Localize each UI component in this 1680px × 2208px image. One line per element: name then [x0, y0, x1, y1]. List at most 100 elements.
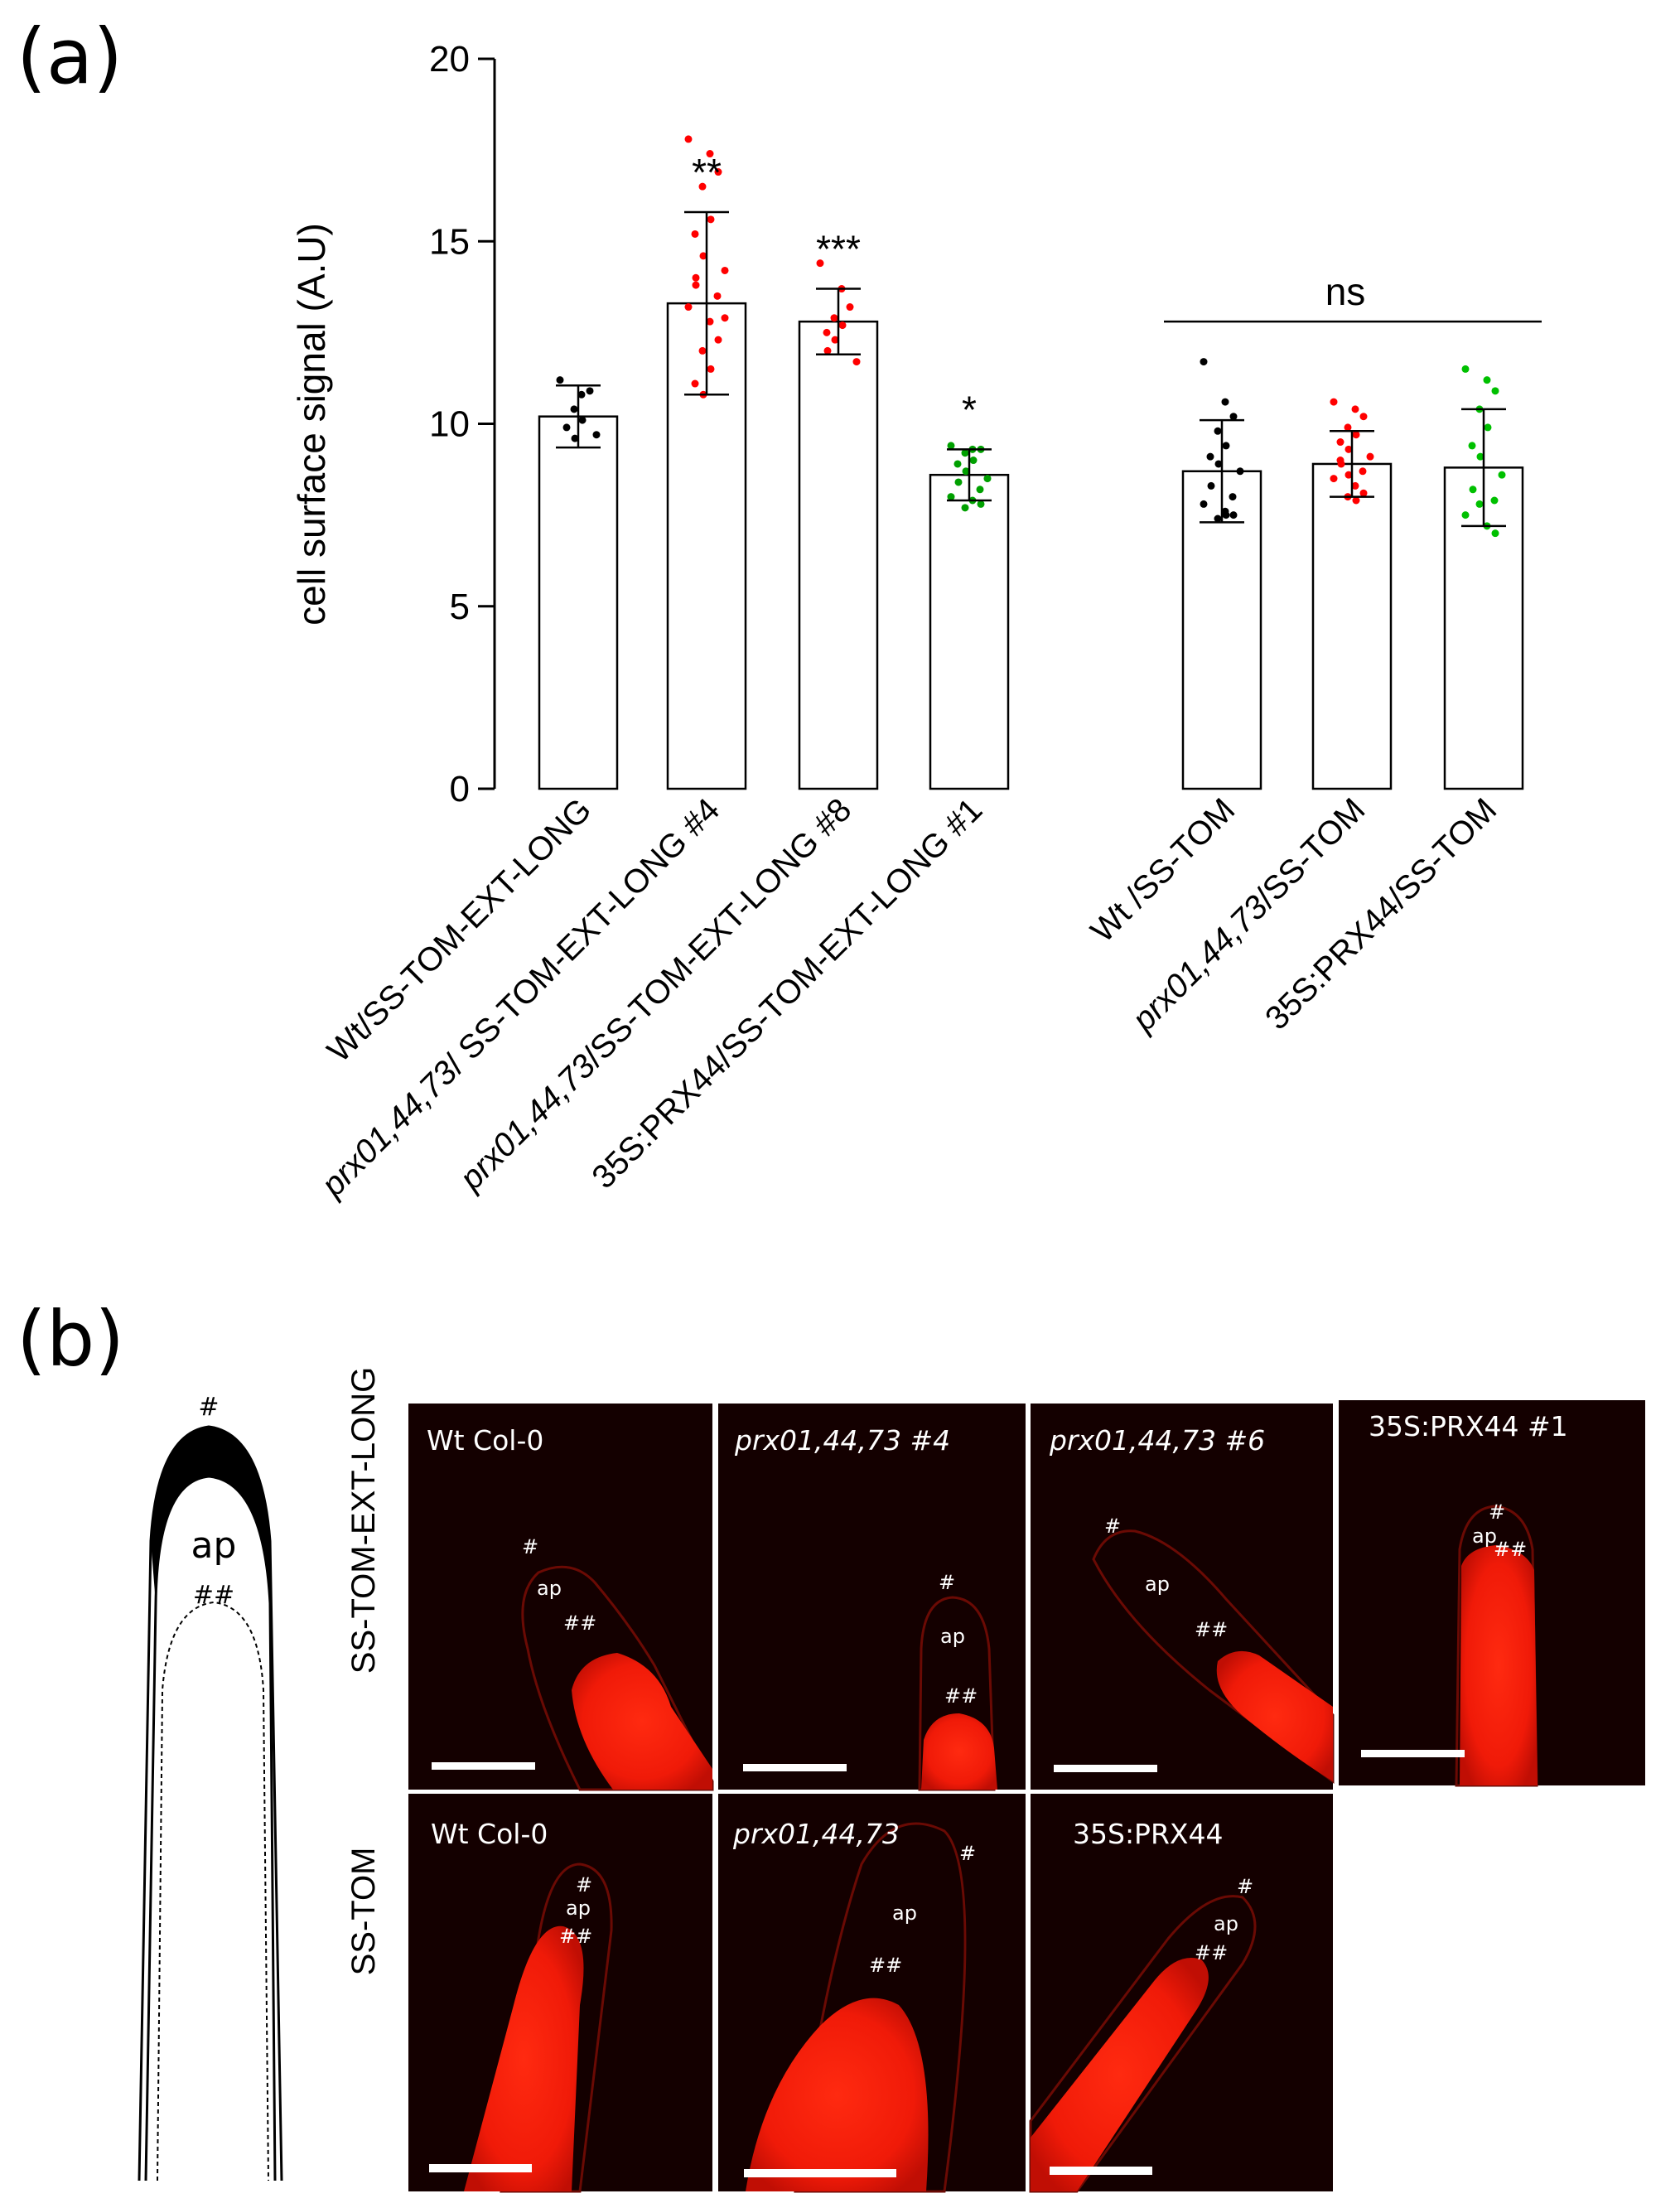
data-point: [570, 405, 578, 413]
data-point: [1359, 467, 1367, 476]
data-point: [698, 182, 707, 191]
micrograph-title: 35S:PRX44: [1073, 1818, 1223, 1850]
row-label-ss-tom-ext-long: SS-TOM-EXT-LONG: [345, 1367, 382, 1674]
data-point: [1200, 500, 1208, 508]
micrograph-title: Wt Col-0: [431, 1818, 548, 1850]
data-point: [1229, 511, 1238, 519]
significance-labels: ******: [692, 151, 977, 431]
data-point: [1483, 376, 1491, 384]
significance-label: ***: [816, 228, 861, 271]
data-point: [1236, 467, 1244, 476]
category-label: Wt/SS-TOM-EXT-LONG: [321, 791, 598, 1069]
diagram-mark-2: ##: [193, 1581, 234, 1610]
data-point: [961, 504, 969, 512]
micrograph: Wt Col-0 # ap ##: [408, 1404, 714, 1791]
bar: [1311, 462, 1393, 790]
bars: [538, 302, 1524, 790]
data-point: [1498, 471, 1506, 479]
data-point: [976, 486, 984, 494]
y-tick-label: 15: [429, 221, 470, 262]
data-point: [1336, 457, 1344, 465]
data-point: [706, 317, 714, 326]
data-point: [1221, 398, 1229, 406]
micrograph-mark-2: ##: [559, 1925, 592, 1948]
data-point: [1359, 489, 1368, 497]
data-point: [721, 314, 729, 322]
data-point: [1207, 481, 1215, 490]
data-point: [1476, 452, 1484, 461]
data-point: [846, 303, 854, 312]
data-point: [1469, 486, 1477, 494]
data-point: [1359, 413, 1368, 421]
data-point: [1352, 496, 1360, 505]
data-point: [577, 390, 586, 399]
data-point: [698, 346, 707, 355]
data-point: [953, 460, 962, 468]
category-label-part: prx01,44,73: [452, 1047, 602, 1197]
y-tick-label: 5: [450, 587, 470, 627]
micrograph-title: prx01,44,73 #4: [734, 1424, 950, 1457]
micrograph: prx01,44,73 # ap ##: [718, 1794, 1026, 2193]
data-point: [962, 467, 970, 476]
micrograph-mark-1: #: [1237, 1875, 1253, 1898]
panel-a-letter: (a): [17, 12, 123, 101]
significance-label: **: [692, 151, 722, 194]
micrograph: 35S:PRX44 #1 # ap ##: [1339, 1400, 1645, 1787]
diagram-cytoplasm-dashed: [157, 1601, 269, 2181]
micrograph-title: prx01,44,73 #6: [1049, 1424, 1265, 1457]
micrograph: prx01,44,73 #4 # ap ##: [718, 1404, 1026, 1791]
data-point: [692, 273, 700, 282]
diagram-mark-1: #: [198, 1393, 219, 1422]
data-point: [699, 252, 707, 260]
data-point: [1214, 460, 1223, 468]
bar: [1181, 470, 1262, 790]
data-point: [1344, 471, 1353, 479]
data-point: [684, 303, 693, 312]
data-point: [983, 475, 992, 483]
data-point: [714, 336, 722, 344]
category-label: prx01,44,73/SS-TOM: [1125, 791, 1373, 1039]
data-point: [578, 416, 587, 424]
data-point: [816, 259, 824, 268]
data-point: [691, 229, 699, 238]
micrograph-mark-2: ##: [1195, 1618, 1228, 1641]
ns-label: ns: [1325, 270, 1366, 313]
data-point: [1330, 398, 1338, 406]
data-point: [1344, 423, 1352, 432]
data-point: [1200, 358, 1208, 366]
row-label-ss-tom: SS-TOM: [345, 1848, 382, 1976]
data-point: [831, 336, 839, 344]
data-point: [706, 150, 714, 158]
data-point: [1206, 452, 1214, 461]
micrograph-mark-1: #: [576, 1873, 592, 1896]
data-point: [586, 387, 594, 395]
data-point: [1352, 431, 1360, 439]
data-point: [1214, 515, 1222, 523]
y-ticks: 0 5 10 15 20: [429, 39, 495, 809]
y-tick-label: 0: [450, 769, 470, 809]
category-label: 35S:PRX44/SS-TOM: [1258, 791, 1504, 1036]
category-label-part: /SS-TOM-EXT-LONG #8: [577, 791, 858, 1073]
category-label-part: / SS-TOM-EXT-LONG #4: [438, 791, 727, 1080]
micrograph-title: prx01,44,73: [732, 1818, 900, 1850]
data-point: [1468, 442, 1476, 450]
error-bars: [556, 210, 1506, 528]
data-point: [691, 379, 699, 388]
data-point: [1475, 500, 1484, 508]
micrograph-mark-1: #: [522, 1535, 538, 1558]
micrograph-mark-1: #: [1489, 1500, 1505, 1524]
data-point: [556, 376, 564, 384]
micrograph-apex: ap: [1145, 1573, 1170, 1596]
data-point: [823, 328, 831, 336]
data-point: [713, 292, 722, 300]
micrograph-apex: ap: [537, 1577, 562, 1600]
data-point: [721, 266, 729, 274]
data-point: [954, 478, 963, 486]
micrograph-title: 35S:PRX44 #1: [1369, 1410, 1568, 1442]
data-point: [1336, 438, 1344, 447]
ns-bracket: ns: [1164, 270, 1542, 323]
micrograph-mark-1: #: [939, 1571, 955, 1594]
